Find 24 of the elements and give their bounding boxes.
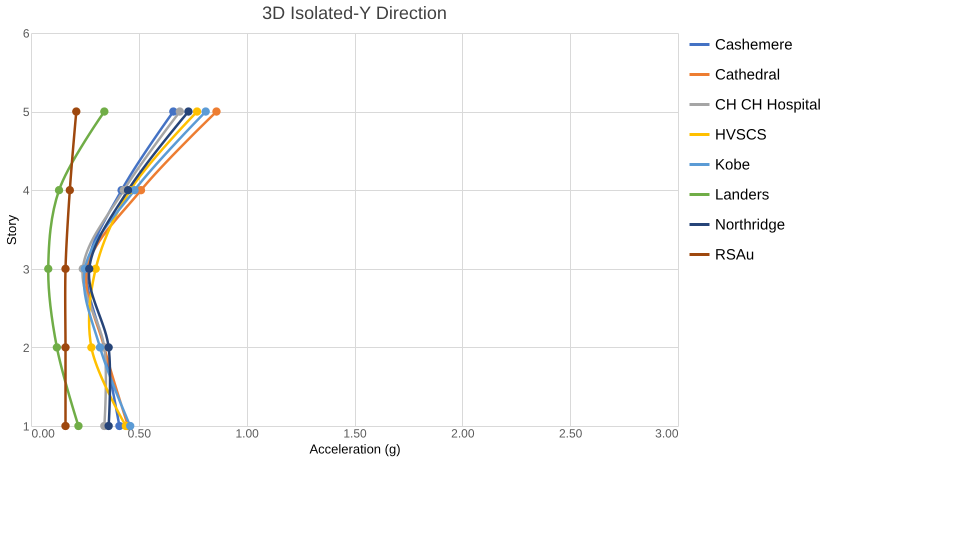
x-tick-label: 0.50	[128, 426, 152, 440]
y-axis-title: Story	[4, 214, 19, 246]
legend-label: Northridge	[715, 216, 786, 234]
x-tick-label: 1.50	[343, 426, 367, 440]
legend-label: Cathedral	[715, 66, 780, 84]
chart-title: 3D Isolated-Y Direction	[262, 3, 447, 23]
legend-label: Kobe	[715, 156, 750, 174]
y-tick-label: 3	[22, 262, 30, 276]
y-tick-label: 4	[22, 184, 30, 198]
x-tick-label: 2.50	[558, 426, 583, 440]
y-tick-label: 6	[22, 26, 30, 40]
x-tick-label: 3.00	[655, 426, 679, 440]
x-axis-title: Acceleration (g)	[309, 442, 401, 456]
x-tick-label: 1.00	[235, 426, 260, 440]
x-tick-label: 2.00	[451, 426, 475, 440]
legend-label: Cashemere	[715, 36, 793, 54]
legend-label: CH CH Hospital	[715, 96, 821, 114]
x-tick-label: 0.00	[32, 426, 56, 440]
y-tick-label: 1	[22, 420, 30, 434]
legend-label: Landers	[715, 186, 770, 204]
y-tick-label: 2	[22, 340, 30, 355]
y-tick-label: 5	[22, 105, 30, 120]
legend-label: HVSCS	[715, 126, 767, 144]
legend-label: RSAu	[715, 246, 754, 264]
